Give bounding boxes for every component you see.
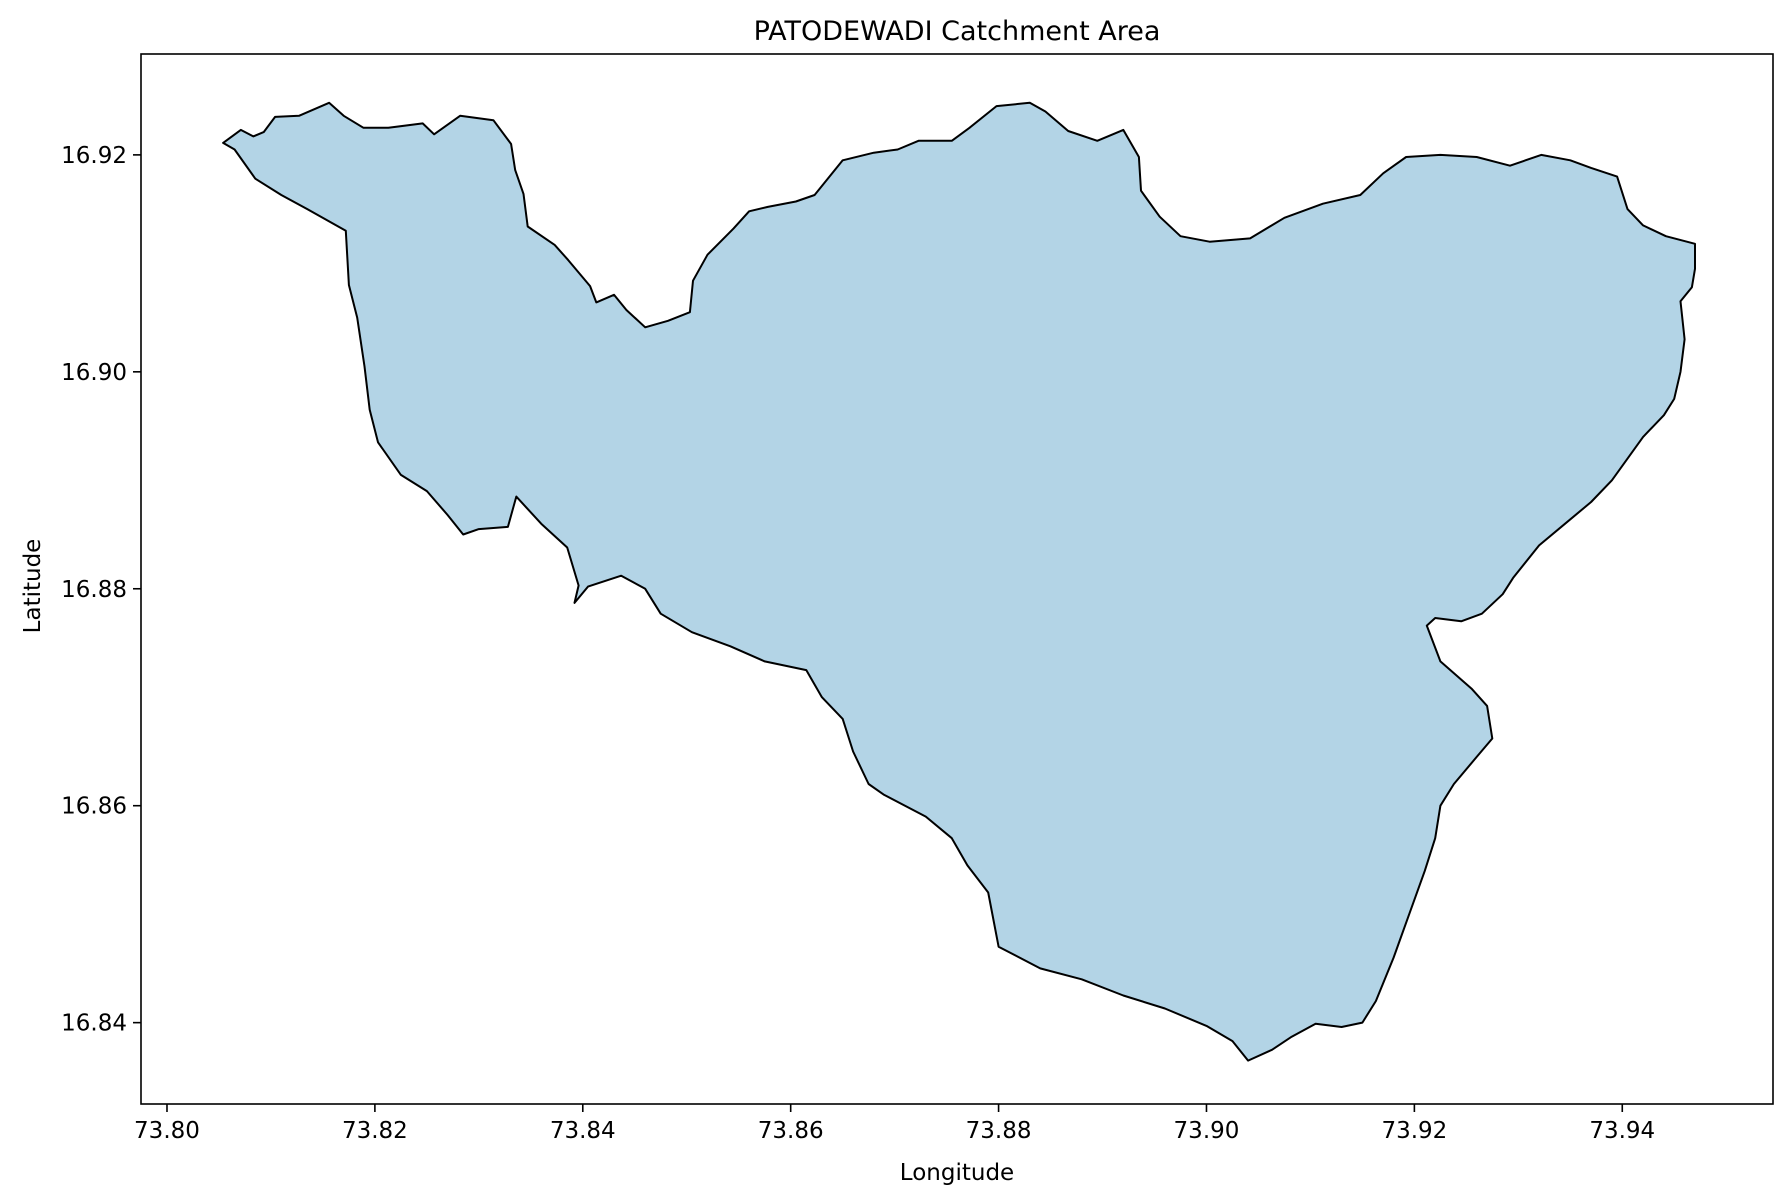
x-tick-label: 73.80 [134,1118,200,1144]
plot-area [222,101,1696,1062]
y-tick-label: 16.86 [61,794,127,820]
y-axis-label: Latitude [20,539,46,634]
y-tick-label: 16.84 [61,1011,127,1037]
y-tick-label: 16.90 [61,360,127,386]
x-tick-label: 73.92 [1381,1118,1447,1144]
x-tick-label: 73.94 [1589,1118,1655,1144]
x-tick-label: 73.86 [758,1118,824,1144]
y-tick-label: 16.92 [61,143,127,169]
x-tick-label: 73.82 [342,1118,408,1144]
axes-frame [140,53,1774,1105]
x-axis: 73.80 73.82 73.84 73.86 73.88 73.90 73.92 73.94 [134,1104,1655,1144]
x-tick-label: 73.88 [966,1118,1032,1144]
y-tick-label: 16.88 [61,577,127,603]
map-title: PATODEWADI Catchment Area [754,16,1161,47]
y-axis: 16.84 16.86 16.88 16.90 16.92 [61,143,141,1037]
x-axis-label: Longitude [900,1160,1014,1186]
x-tick-label: 73.90 [1174,1118,1240,1144]
x-tick-label: 73.84 [550,1118,616,1144]
catchment-polygon [222,101,1696,1062]
